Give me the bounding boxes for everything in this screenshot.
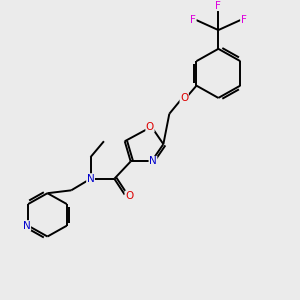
Text: O: O (146, 122, 154, 132)
Text: N: N (23, 221, 31, 231)
Text: O: O (180, 93, 188, 103)
Text: F: F (215, 1, 221, 10)
Text: O: O (125, 191, 133, 201)
Text: F: F (190, 15, 196, 25)
Text: N: N (149, 157, 157, 166)
Text: N: N (87, 174, 94, 184)
Text: F: F (241, 15, 247, 25)
